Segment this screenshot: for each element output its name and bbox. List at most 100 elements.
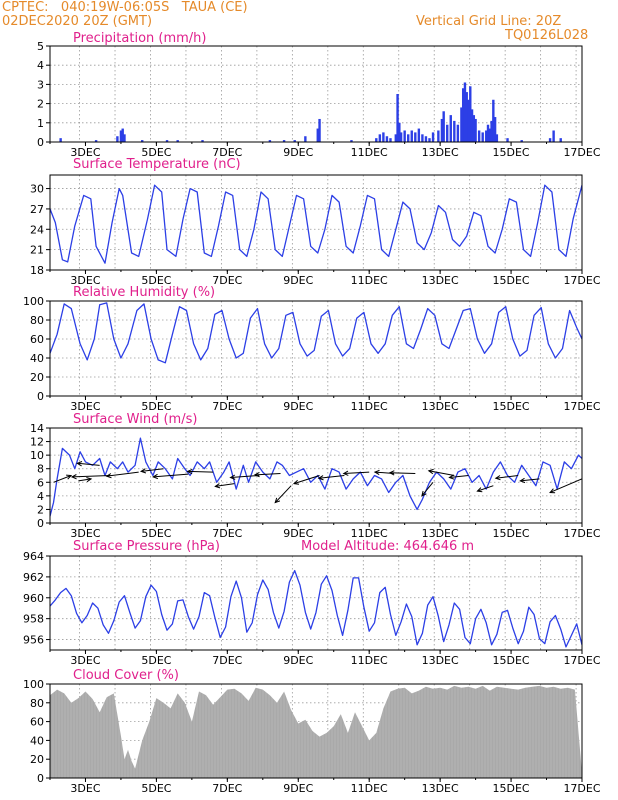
precip-bar: [94, 140, 98, 142]
x-tick-label: 3DEC: [70, 146, 100, 159]
wind-vector: [421, 481, 434, 497]
x-tick-label: 3DEC: [70, 782, 100, 795]
wind-vector-head: [373, 469, 380, 476]
header-model-id: TQ0126L028: [505, 28, 589, 43]
x-tick-label: 7DEC: [212, 274, 242, 287]
precip-bar: [486, 124, 490, 142]
precip-bar: [304, 136, 307, 142]
precip-bar: [59, 138, 62, 142]
precip-bar: [481, 132, 484, 142]
header-date-line: 02DEC2020 20Z (GMT): [2, 14, 153, 29]
wind-vector-head: [139, 468, 147, 474]
plot-area: [50, 569, 582, 648]
x-tick-label: 7DEC: [212, 400, 242, 413]
wind-vector: [215, 483, 235, 487]
x-tick-label: 11DEC: [351, 527, 388, 540]
precip-bar: [318, 118, 321, 142]
precip-bar: [268, 140, 272, 142]
x-tick-label: 17DEC: [563, 146, 600, 159]
precip-bar: [396, 94, 399, 142]
precip-bar: [449, 115, 452, 142]
x-tick-label: 13DEC: [422, 146, 459, 159]
precip-bar: [442, 111, 445, 142]
precip-bar: [385, 136, 389, 142]
precip-bar: [417, 128, 421, 142]
x-tick-label: 15DEC: [493, 782, 530, 795]
wind-vector: [389, 472, 416, 474]
precip-bar: [428, 138, 431, 142]
y-tick-label: 14: [30, 422, 44, 435]
wind-vector-head: [76, 461, 83, 467]
precip-bar: [437, 130, 440, 142]
x-tick-label: 9DEC: [283, 654, 313, 667]
panel-frame: [49, 683, 583, 779]
y-tick-label: 30: [30, 183, 44, 196]
precip-bar: [488, 128, 491, 142]
precip-bar: [378, 134, 382, 142]
precip-bar: [407, 134, 410, 142]
x-tick-label: 11DEC: [351, 274, 388, 287]
wind-vector: [254, 472, 281, 476]
precip-bar: [123, 134, 126, 142]
wind-vector-head: [66, 474, 73, 480]
wind-vector-head: [427, 468, 434, 475]
wind-vector: [141, 468, 164, 472]
y-tick-label: 40: [30, 352, 44, 365]
precip-bar: [520, 140, 523, 142]
precip-bar: [552, 130, 555, 142]
precip-bar: [414, 132, 417, 142]
precip-bar: [474, 118, 477, 142]
wind-vector: [230, 475, 260, 479]
panel-title: Surface Wind (m/s): [73, 412, 197, 427]
precip-bar: [121, 128, 124, 142]
y-tick-label: 20: [30, 371, 44, 384]
y-tick-label: 5: [37, 40, 44, 53]
y-tick-label: 2: [37, 98, 44, 111]
x-tick-label: 7DEC: [212, 782, 242, 795]
x-tick-label: 5DEC: [141, 400, 171, 413]
y-tick-label: 962: [23, 571, 44, 584]
wind-vector-head: [342, 470, 349, 476]
wind-vector-head: [186, 468, 193, 475]
series-line: [50, 184, 582, 264]
header-station-line: CPTEC: 040:19W-06:05S TAUA (CE): [2, 0, 248, 15]
wind-vector: [318, 475, 345, 479]
precip-bar: [453, 120, 456, 142]
y-tick-label: 1: [37, 117, 44, 130]
y-tick-label: 80: [30, 314, 44, 327]
precip-bar: [440, 118, 444, 142]
precip-bar: [559, 138, 562, 142]
x-tick-label: 9DEC: [283, 274, 313, 287]
x-tick-label: 17DEC: [563, 527, 600, 540]
precip-bar: [465, 92, 468, 142]
x-tick-label: 5DEC: [141, 274, 171, 287]
wind-vector-head: [105, 473, 112, 479]
plot-area: [50, 437, 582, 517]
x-tick-label: 3DEC: [70, 274, 100, 287]
precip-bar: [410, 130, 413, 142]
wind-vector-head: [214, 483, 221, 489]
wind-vector: [187, 470, 214, 473]
precip-bar: [116, 136, 119, 142]
panel-5: 0 20 40 60 80 100 3DEC 5DEC 7DEC 9DEC 11DEC 13DEC 15…: [23, 668, 601, 795]
y-tick-label: 60: [30, 333, 44, 346]
precip-bar: [467, 99, 470, 142]
cloud-cover-area: [50, 685, 582, 778]
y-tick-label: 0: [37, 517, 44, 530]
x-tick-label: 17DEC: [563, 782, 600, 795]
y-tick-label: 0: [37, 136, 44, 149]
wind-vector-head: [317, 475, 324, 481]
panel-4: 956 958 960 962 964 3DEC 5DEC 7DEC 9DEC 11DEC 13DE…: [23, 539, 601, 667]
x-tick-label: 13DEC: [422, 274, 459, 287]
precip-bar: [463, 82, 467, 142]
wind-vector: [549, 478, 582, 493]
x-tick-label: 15DEC: [493, 654, 530, 667]
x-tick-label: 11DEC: [351, 654, 388, 667]
x-tick-label: 15DEC: [493, 146, 530, 159]
y-tick-label: 24: [30, 223, 44, 236]
wind-vector-head: [519, 477, 526, 484]
x-tick-label: 5DEC: [141, 654, 171, 667]
precip-bar: [472, 115, 476, 142]
y-tick-label: 958: [23, 613, 44, 626]
